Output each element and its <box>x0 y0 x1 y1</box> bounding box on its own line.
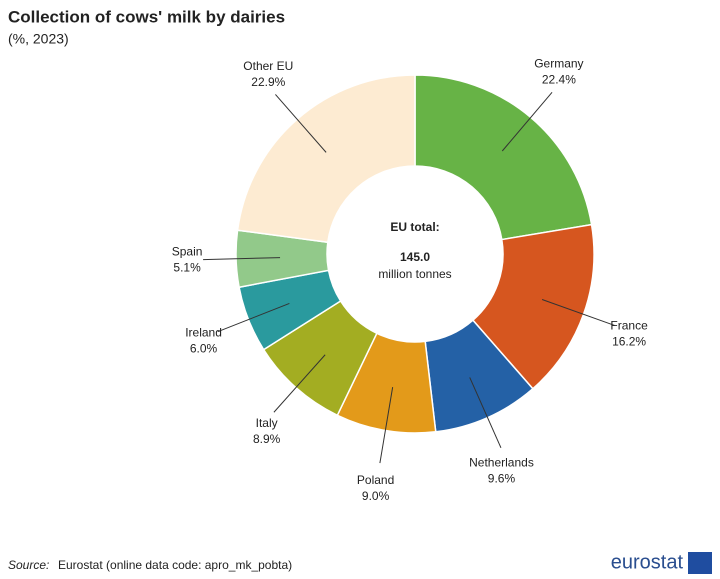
center-total: 145.0 <box>400 250 430 264</box>
slice <box>236 74 416 244</box>
value-label: 22.4% <box>542 73 576 87</box>
slice-label: Germany <box>534 57 583 71</box>
slice <box>414 74 593 241</box>
slice <box>471 223 595 390</box>
slice-label: Other EU <box>243 59 293 73</box>
chart-subtitle: (%, 2023) <box>8 31 69 47</box>
chart-title: Collection of cows' milk by dairies <box>8 7 285 26</box>
leader-line <box>469 377 502 449</box>
center-title: EU total: <box>390 220 439 234</box>
slice-label: Spain <box>172 245 203 259</box>
leader-line <box>217 302 290 333</box>
source: Eurostat (online data code: apro_mk_pobt… <box>58 558 292 572</box>
slice-label: France <box>610 318 648 332</box>
center-unit: million tonnes <box>378 267 451 281</box>
value-label: 6.0% <box>190 341 218 355</box>
leader-line <box>501 91 553 152</box>
leader-line <box>541 299 615 326</box>
leader-line <box>379 387 394 464</box>
logo-flag <box>688 552 712 574</box>
slice-label: Italy <box>256 416 278 430</box>
slice-label: Poland <box>357 473 394 487</box>
value-label: 5.1% <box>173 261 201 275</box>
leader-line <box>275 94 327 153</box>
value-label: 9.0% <box>362 489 390 503</box>
value-label: 16.2% <box>612 334 646 348</box>
leader-line <box>203 257 281 261</box>
value-label: 9.6% <box>488 472 516 486</box>
value-label: 8.9% <box>253 432 281 446</box>
leader-line <box>273 354 326 413</box>
logo: eurostat <box>611 551 684 573</box>
slice-label: Ireland <box>185 325 222 339</box>
source-label: Source: <box>8 558 49 572</box>
slice-label: Netherlands <box>469 456 534 470</box>
value-label: 22.9% <box>251 75 285 89</box>
